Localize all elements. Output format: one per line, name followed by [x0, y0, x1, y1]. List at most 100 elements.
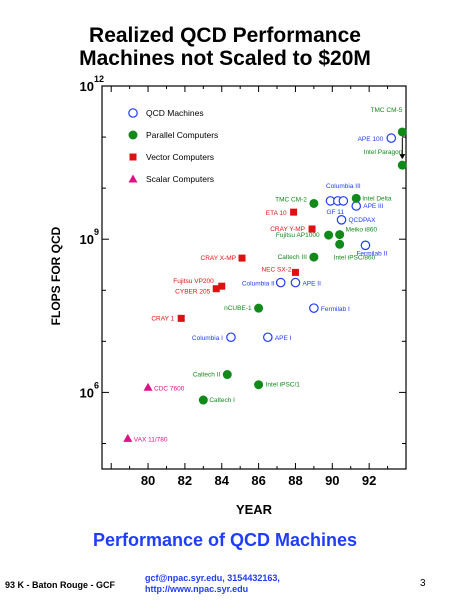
- x-tick-label: 92: [362, 473, 376, 488]
- legend-label: Scalar Computers: [146, 174, 214, 184]
- data-point: [275, 277, 286, 288]
- data-point: [386, 133, 397, 143]
- footer-location: 93 K - Baton Rouge - GCF: [5, 580, 115, 590]
- data-point: [218, 282, 226, 290]
- data-label: Fujitsu VP200: [173, 278, 214, 285]
- y-tick-exponent: 9: [94, 227, 99, 237]
- data-point: [291, 268, 299, 276]
- data-point: [290, 208, 298, 216]
- legend-marker: [128, 130, 138, 140]
- data-label: nCUBE-1: [224, 305, 252, 312]
- footer-contact: gcf@npac.syr.edu, 3154432163, http://www…: [145, 573, 280, 595]
- data-label: TMC CM-2: [275, 196, 307, 203]
- data-label: Columbia III: [326, 183, 361, 190]
- chart-title-line2: Machines not Scaled to $20M: [79, 47, 371, 70]
- page-number: 3: [420, 578, 426, 589]
- data-label: CDC 7600: [154, 385, 185, 392]
- legend-label: Vector Computers: [146, 152, 214, 162]
- data-marks: Columbia I APE I Columbia II APE II Fermilab…: [123, 107, 407, 443]
- y-axis-label: FLOPS FOR QCD: [49, 226, 63, 325]
- data-label: Fermilab II: [356, 250, 387, 257]
- data-label: Caltech I: [209, 397, 235, 404]
- data-label: Meiko i860: [346, 227, 378, 234]
- footer-email-phone[interactable]: gcf@npac.syr.edu, 3154432163,: [145, 573, 280, 583]
- chart-title-line1: Realized QCD Performance: [89, 24, 361, 47]
- data-label: CYBER 205: [175, 289, 210, 296]
- legend-marker: [129, 153, 137, 161]
- data-point: [254, 303, 264, 313]
- data-label: Caltech III: [278, 254, 307, 261]
- data-label: Columbia I: [192, 335, 223, 342]
- x-tick-label: 88: [288, 473, 302, 488]
- data-point: [309, 198, 319, 208]
- data-point: [254, 380, 264, 390]
- data-label: Intel Delta: [362, 195, 392, 202]
- data-point: [360, 240, 371, 251]
- y-tick-exponent: 6: [94, 380, 99, 390]
- data-point: [143, 382, 153, 391]
- data-label: ETA 10: [266, 210, 287, 217]
- x-tick-label: 90: [325, 473, 339, 488]
- data-point: [226, 332, 236, 343]
- data-label: GF 11: [326, 209, 344, 216]
- data-label: Fermilab I: [321, 306, 350, 313]
- data-label: APE I: [275, 335, 292, 342]
- data-label: APE II: [302, 281, 321, 288]
- data-label: QCDPAX: [349, 217, 377, 224]
- chart-subtitle: Performance of QCD Machines: [92, 530, 358, 550]
- data-label: CRAY Y-MP: [270, 226, 305, 233]
- data-point: [335, 230, 345, 240]
- data-point: [324, 230, 334, 240]
- data-point: [212, 285, 220, 293]
- x-tick-label: 86: [251, 473, 265, 488]
- legend: QCD Machines Parallel Computers Vector Com…: [128, 108, 218, 184]
- data-label: Columbia II: [242, 281, 275, 288]
- data-point: [290, 277, 301, 288]
- y-tick-label: 10: [80, 232, 94, 247]
- data-point: [263, 332, 273, 343]
- data-label: CRAY 1: [151, 315, 174, 322]
- data-label: APE III: [363, 203, 383, 210]
- trend-arrow-head: [399, 154, 406, 160]
- data-point: [177, 314, 185, 322]
- data-point: [397, 127, 407, 137]
- data-label: Intel Paragon: [364, 149, 403, 156]
- data-point: [338, 196, 349, 206]
- data-point: [397, 160, 407, 170]
- y-tick-label: 10: [80, 79, 94, 94]
- data-point: [351, 193, 361, 203]
- data-label: CRAY X-MP: [201, 255, 237, 262]
- data-label: Caltech II: [193, 372, 221, 379]
- legend-marker: [128, 108, 138, 118]
- data-point: [336, 214, 347, 225]
- plot-frame: [101, 85, 407, 470]
- data-point: [309, 252, 319, 262]
- x-tick-label: 80: [141, 473, 155, 488]
- plot-border: [101, 85, 407, 470]
- data-label: NEC SX-2: [261, 266, 291, 273]
- data-point: [335, 239, 345, 249]
- y-tick-label: 10: [80, 385, 94, 400]
- data-label: TMC CM-5: [371, 107, 403, 114]
- x-tick-label: 82: [178, 473, 192, 488]
- data-point: [309, 303, 319, 313]
- legend-marker: [128, 174, 138, 183]
- data-point: [308, 225, 316, 233]
- data-point: [198, 395, 208, 405]
- data-point: [238, 254, 246, 262]
- data-label: Intel iPSC/1: [266, 382, 301, 389]
- data-label: APE 100: [358, 136, 384, 143]
- footer-url-link[interactable]: http://www.npac.syr.edu: [145, 584, 249, 594]
- data-label: Fujitsu AP1000: [276, 232, 320, 239]
- legend-label: Parallel Computers: [146, 130, 218, 140]
- x-tick-label: 84: [215, 473, 230, 488]
- y-tick-exponent: 12: [94, 74, 104, 84]
- legend-label: QCD Machines: [146, 108, 204, 118]
- x-axis-label: YEAR: [236, 502, 273, 517]
- data-point: [123, 433, 133, 442]
- data-point: [222, 370, 232, 380]
- data-point: [351, 201, 362, 211]
- data-label: VAX 11/780: [134, 436, 168, 443]
